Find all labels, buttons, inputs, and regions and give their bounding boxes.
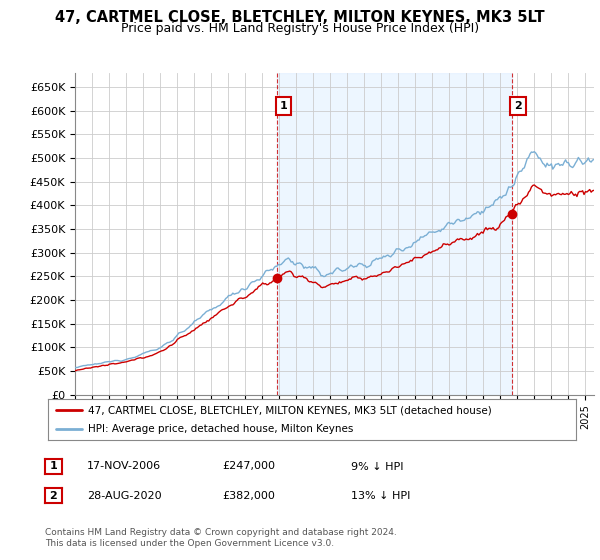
Text: Price paid vs. HM Land Registry's House Price Index (HPI): Price paid vs. HM Land Registry's House … xyxy=(121,22,479,35)
Text: Contains HM Land Registry data © Crown copyright and database right 2024.
This d: Contains HM Land Registry data © Crown c… xyxy=(45,528,397,548)
Text: HPI: Average price, detached house, Milton Keynes: HPI: Average price, detached house, Milt… xyxy=(88,424,353,433)
Text: 47, CARTMEL CLOSE, BLETCHLEY, MILTON KEYNES, MK3 5LT: 47, CARTMEL CLOSE, BLETCHLEY, MILTON KEY… xyxy=(55,10,545,25)
Text: 47, CARTMEL CLOSE, BLETCHLEY, MILTON KEYNES, MK3 5LT (detached house): 47, CARTMEL CLOSE, BLETCHLEY, MILTON KEY… xyxy=(88,405,491,415)
Text: £247,000: £247,000 xyxy=(222,461,275,472)
Text: 2: 2 xyxy=(50,491,57,501)
Bar xyxy=(277,73,512,395)
Text: 2: 2 xyxy=(514,101,522,111)
Text: 13% ↓ HPI: 13% ↓ HPI xyxy=(351,491,410,501)
Text: 17-NOV-2006: 17-NOV-2006 xyxy=(87,461,161,472)
Text: 28-AUG-2020: 28-AUG-2020 xyxy=(87,491,161,501)
Text: 1: 1 xyxy=(50,461,57,472)
Text: 9% ↓ HPI: 9% ↓ HPI xyxy=(351,461,404,472)
Text: £382,000: £382,000 xyxy=(222,491,275,501)
Text: 1: 1 xyxy=(280,101,287,111)
